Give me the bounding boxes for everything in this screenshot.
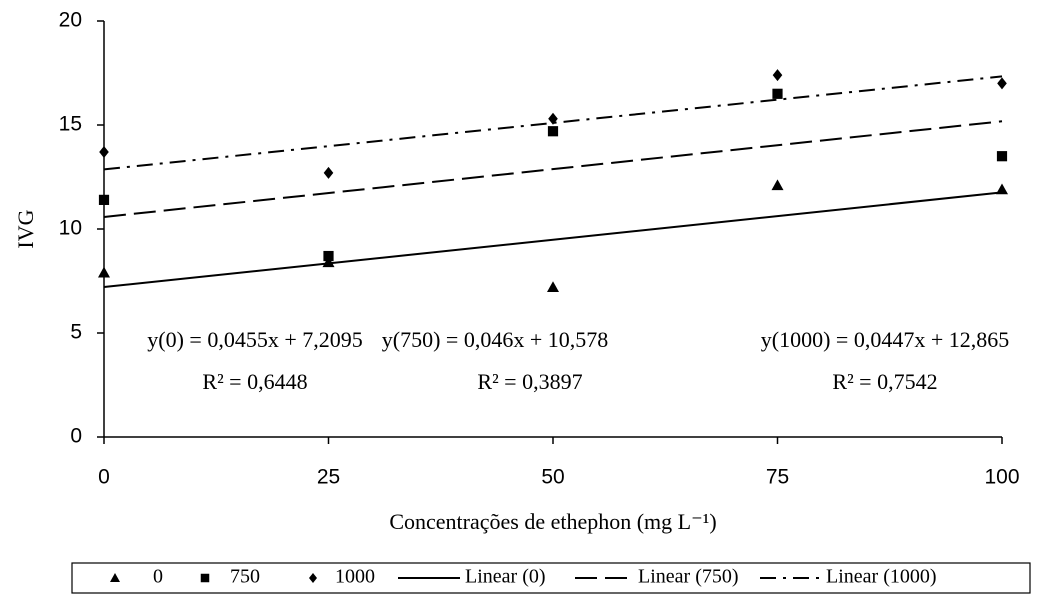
point — [996, 183, 1008, 195]
point — [771, 179, 784, 191]
point — [547, 126, 559, 137]
y-axis-label: IVG — [13, 209, 38, 248]
legend-label: 0 — [153, 566, 163, 588]
r-squared: R² = 0,3897 — [477, 369, 582, 394]
point — [98, 266, 110, 278]
legend-box — [71, 562, 1031, 594]
point — [772, 88, 783, 99]
point — [322, 256, 335, 268]
equation: y(750) = 0,046x + 10,578 — [382, 327, 608, 352]
trend-line — [103, 191, 1003, 289]
y-tick-label: 5 — [70, 321, 82, 344]
point — [99, 146, 109, 159]
point — [323, 250, 334, 262]
x-tick-label: 50 — [541, 466, 564, 489]
equation: y(0) = 0,0455x + 7,2095 — [147, 327, 362, 352]
x-tick-label: 100 — [984, 466, 1019, 489]
legend-label: 750 — [230, 566, 260, 588]
point — [98, 194, 110, 205]
x-tick-label: 0 — [98, 466, 110, 489]
point — [548, 112, 558, 125]
x-tick-label: 75 — [766, 466, 789, 489]
point — [996, 151, 1008, 162]
y-tick-label: 0 — [70, 425, 82, 448]
y-tick-label: 10 — [59, 217, 82, 240]
x-axis-label: Concentrações de ethephon (mg L⁻¹) — [389, 509, 716, 534]
point — [323, 166, 334, 179]
point — [547, 281, 559, 293]
legend-label: Linear (750) — [638, 566, 739, 588]
legend-marker — [110, 573, 120, 582]
equation: y(1000) = 0,0447x + 12,865 — [761, 327, 1009, 352]
point — [997, 77, 1007, 90]
legend-label: 1000 — [335, 566, 375, 588]
point — [772, 69, 783, 82]
y-tick-label: 15 — [59, 113, 82, 136]
legend-label: Linear (1000) — [826, 566, 937, 588]
y-tick-label: 20 — [59, 9, 82, 32]
trend-line — [103, 120, 1003, 218]
r-squared: R² = 0,7542 — [832, 369, 937, 394]
legend-marker — [309, 573, 317, 583]
legend-label: Linear (0) — [465, 566, 546, 588]
r-squared: R² = 0,6448 — [202, 369, 307, 394]
x-tick-label: 25 — [317, 466, 340, 489]
legend-marker — [200, 573, 210, 583]
